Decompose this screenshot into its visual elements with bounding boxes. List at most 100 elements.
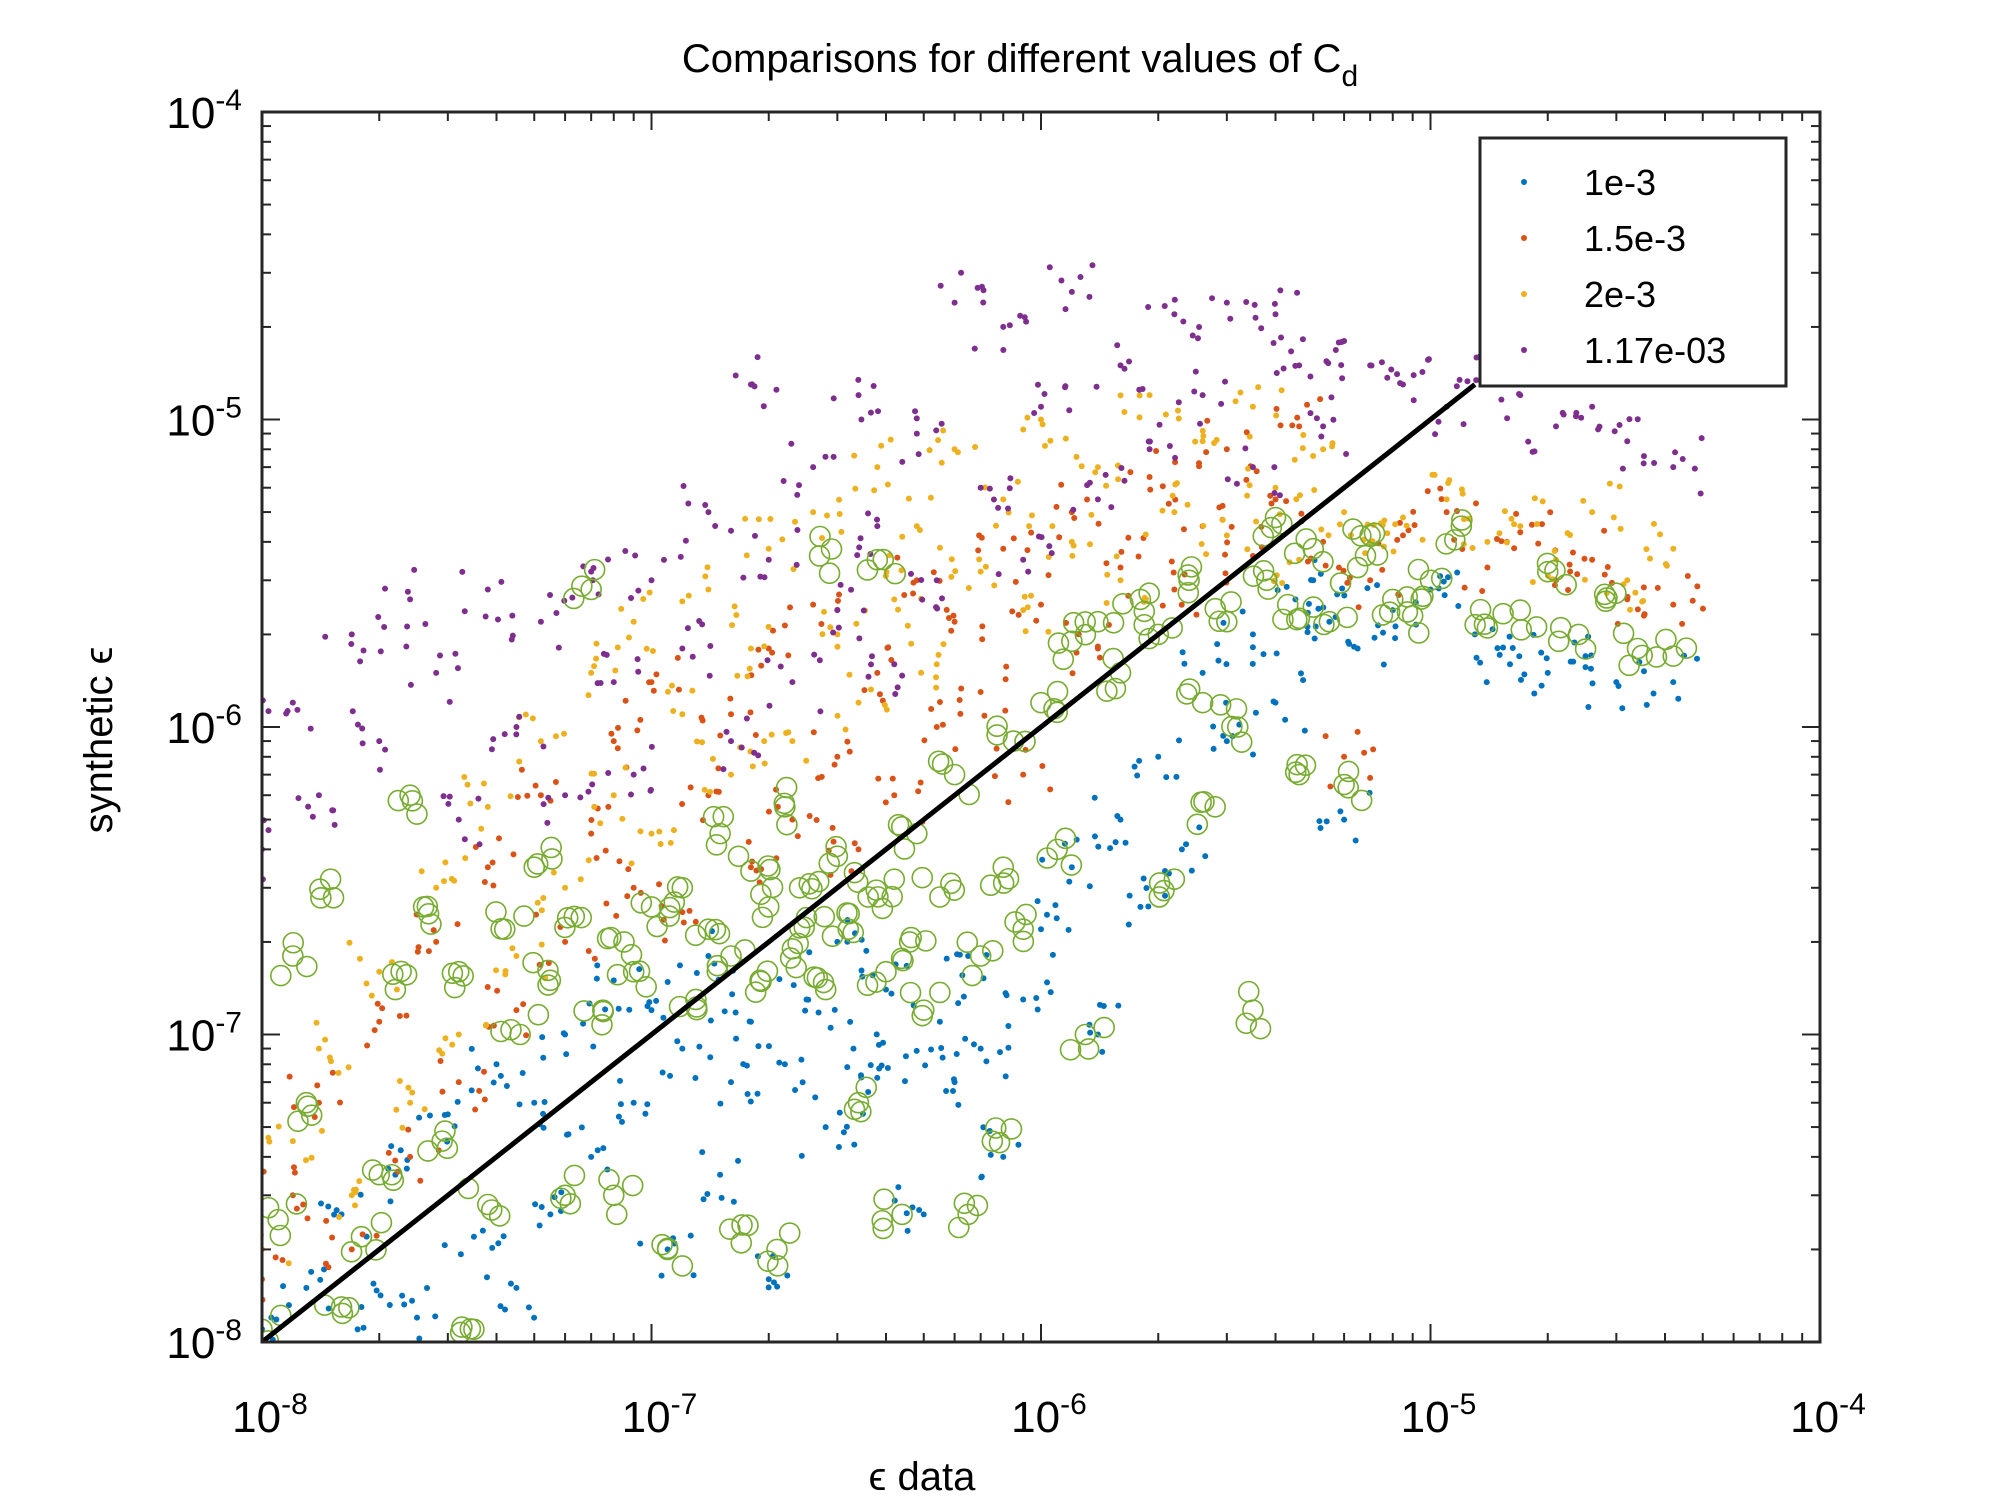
data-point-cluster xyxy=(751,532,758,539)
data-point-cluster xyxy=(538,1203,545,1210)
data-point-cluster xyxy=(359,740,366,747)
data-point-cluster xyxy=(1066,407,1073,414)
data-point-cluster xyxy=(858,416,865,423)
data-point-cluster xyxy=(424,1284,431,1291)
data-point-cluster xyxy=(1002,707,1009,714)
data-point-cluster xyxy=(1311,635,1318,642)
data-point-cluster xyxy=(1286,753,1308,776)
data-point-cluster xyxy=(1113,553,1120,560)
data-point-cluster xyxy=(799,1079,806,1086)
data-point-cluster xyxy=(1010,535,1017,542)
data-point-cluster xyxy=(593,655,600,662)
data-point-cluster xyxy=(646,589,653,596)
data-point-cluster xyxy=(892,690,899,697)
data-point-cluster xyxy=(591,663,598,670)
data-point-cluster xyxy=(1346,640,1353,647)
data-point-cluster xyxy=(935,651,942,658)
data-point-cluster xyxy=(1127,469,1134,476)
data-point-cluster xyxy=(405,1126,412,1133)
data-point-cluster xyxy=(490,918,512,940)
data-point-cluster xyxy=(461,836,468,843)
data-point-cluster xyxy=(632,552,639,559)
data-point-cluster xyxy=(737,1214,759,1237)
data-point-cluster xyxy=(919,596,926,603)
data-point-cluster xyxy=(1093,383,1100,390)
data-point-cluster xyxy=(420,913,442,935)
data-point-cluster xyxy=(628,960,651,983)
data-point-cluster xyxy=(971,345,978,352)
data-point-cluster xyxy=(1444,574,1451,581)
data-point-cluster xyxy=(948,627,955,634)
data-point xyxy=(1670,679,1677,686)
data-point-cluster xyxy=(983,1058,990,1065)
data-point-cluster xyxy=(774,1283,781,1290)
data-point-cluster xyxy=(1405,527,1412,534)
data-point xyxy=(1670,545,1677,552)
data-point-cluster xyxy=(1371,634,1378,641)
data-point-cluster xyxy=(1641,611,1648,618)
data-point-cluster xyxy=(776,976,783,983)
data-point-cluster xyxy=(1002,1073,1009,1080)
data-point-cluster xyxy=(1204,417,1211,424)
data-point-cluster xyxy=(1223,661,1230,668)
data-point-cluster xyxy=(769,649,776,656)
data-point-cluster xyxy=(1024,604,1031,611)
data-point xyxy=(1155,753,1162,760)
data-point-cluster xyxy=(1012,930,1035,953)
data-point xyxy=(1068,288,1075,295)
data-point-cluster xyxy=(674,654,681,661)
data-point-cluster xyxy=(1374,582,1381,589)
data-point-cluster xyxy=(540,1054,547,1061)
data-point-cluster xyxy=(865,879,888,901)
data-point-cluster xyxy=(1246,433,1253,440)
data-point-cluster xyxy=(915,788,922,795)
data-point-cluster xyxy=(908,640,915,647)
data-point xyxy=(992,856,1015,878)
data-point xyxy=(1146,474,1153,481)
data-point-cluster xyxy=(1251,301,1258,308)
data-point-cluster xyxy=(1023,318,1030,325)
data-point-cluster xyxy=(818,562,841,585)
data-point-cluster xyxy=(602,847,609,854)
data-point-cluster xyxy=(685,500,692,507)
data-point-cluster xyxy=(331,1211,338,1218)
data-point-cluster xyxy=(898,567,905,574)
data-point-cluster xyxy=(585,857,592,864)
data-point-cluster xyxy=(1441,592,1448,599)
data-point xyxy=(977,568,984,575)
data-point xyxy=(1517,529,1524,536)
data-point xyxy=(262,1318,273,1341)
data-point-cluster xyxy=(895,1184,902,1191)
data-point-cluster xyxy=(1589,680,1596,687)
data-point-cluster xyxy=(1294,289,1301,296)
data-point-cluster xyxy=(616,1077,623,1084)
data-point-cluster xyxy=(1047,989,1054,996)
data-point-cluster xyxy=(970,1041,977,1048)
data-point-cluster xyxy=(1242,445,1249,452)
data-point-cluster xyxy=(807,870,830,893)
data-point xyxy=(765,556,772,563)
data-point-cluster xyxy=(1056,534,1063,541)
data-point-cluster xyxy=(1074,611,1097,633)
data-point-cluster xyxy=(615,1113,622,1120)
data-point-cluster xyxy=(733,612,740,619)
data-point-cluster xyxy=(585,692,592,699)
data-point-cluster xyxy=(666,876,689,898)
data-point-cluster xyxy=(484,984,491,991)
data-point xyxy=(933,724,940,730)
data-point-cluster xyxy=(1103,560,1110,567)
data-point-cluster xyxy=(1390,548,1397,555)
data-point-cluster xyxy=(1015,611,1022,618)
data-point-cluster xyxy=(738,744,745,751)
data-point-cluster xyxy=(516,713,523,720)
data-point-cluster xyxy=(1273,650,1280,657)
data-point xyxy=(348,1246,355,1253)
data-point xyxy=(1593,583,1616,606)
data-point-cluster xyxy=(637,1240,644,1247)
data-point-cluster xyxy=(482,1022,489,1029)
data-point-cluster xyxy=(1173,480,1180,487)
data-point-cluster xyxy=(996,1049,1003,1056)
data-point-cluster xyxy=(525,1304,532,1311)
data-point-cluster xyxy=(1086,883,1093,890)
data-point-cluster xyxy=(1367,774,1374,781)
